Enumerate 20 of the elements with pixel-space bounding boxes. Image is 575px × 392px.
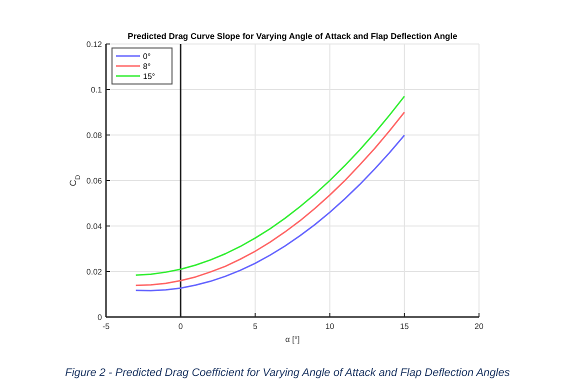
- x-tick-label: 5: [252, 322, 258, 331]
- x-axis-title: α [°]: [285, 335, 300, 344]
- y-tick-label: 0.02: [86, 268, 103, 276]
- x-tick-label: -5: [102, 322, 110, 331]
- y-tick-label: 0.06: [86, 176, 103, 186]
- x-tick-label: 15: [400, 322, 410, 331]
- x-tick-label: 20: [474, 322, 484, 331]
- y-tick-label: 0: [98, 313, 103, 322]
- legend-label: 0°: [143, 52, 151, 61]
- legend-label: 15°: [143, 72, 156, 81]
- line-series: [135, 134, 406, 292]
- y-tick-label: 0.1: [90, 86, 103, 94]
- y-tick-label: 0.12: [86, 40, 103, 49]
- chart-title: Predicted Drag Curve Slope for Varying Angle of Attack and Flap Deflection Angle: [128, 31, 458, 41]
- x-tick-label: 0: [178, 322, 184, 331]
- legend-label: 8°: [143, 62, 151, 71]
- x-tick-label: 10: [325, 322, 335, 331]
- caption: Figure 2 - Predicted Drag Coefficient for Varying Angle of Attack and Flap Deflection Angles: [65, 367, 510, 379]
- y-tick-label: 0.08: [86, 131, 103, 140]
- y-tick-label: 0.04: [86, 222, 103, 231]
